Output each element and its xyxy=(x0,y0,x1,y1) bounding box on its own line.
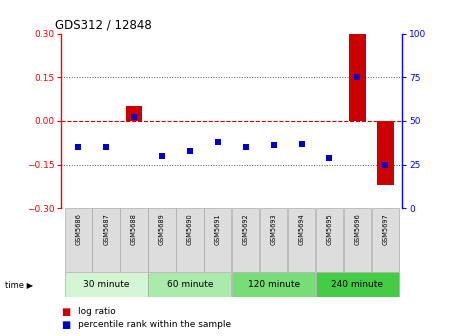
Bar xyxy=(288,208,315,272)
Text: GSM5688: GSM5688 xyxy=(131,213,137,245)
Point xyxy=(158,153,166,159)
Text: time ▶: time ▶ xyxy=(5,281,33,289)
Bar xyxy=(149,272,231,297)
Bar xyxy=(316,272,399,297)
Text: GDS312 / 12848: GDS312 / 12848 xyxy=(55,18,151,31)
Point xyxy=(270,143,278,148)
Text: GSM5691: GSM5691 xyxy=(215,213,221,245)
Text: GSM5695: GSM5695 xyxy=(326,213,333,245)
Bar xyxy=(121,208,148,272)
Bar xyxy=(64,272,148,297)
Text: 120 minute: 120 minute xyxy=(247,280,300,289)
Text: 30 minute: 30 minute xyxy=(83,280,130,289)
Point xyxy=(130,115,138,120)
Point xyxy=(214,139,221,144)
Bar xyxy=(232,272,315,297)
Bar xyxy=(176,208,203,272)
Text: GSM5689: GSM5689 xyxy=(159,213,165,245)
Bar xyxy=(232,208,259,272)
Point xyxy=(186,148,193,153)
Point xyxy=(74,144,82,150)
Text: ■: ■ xyxy=(61,307,71,317)
Bar xyxy=(204,208,231,272)
Point xyxy=(354,75,361,80)
Text: ■: ■ xyxy=(61,320,71,330)
Text: GSM5687: GSM5687 xyxy=(103,213,109,245)
Text: 60 minute: 60 minute xyxy=(166,280,213,289)
Text: GSM5690: GSM5690 xyxy=(187,213,193,245)
Text: GSM5696: GSM5696 xyxy=(354,213,360,245)
Point xyxy=(326,155,333,160)
Text: GSM5686: GSM5686 xyxy=(75,213,81,245)
Bar xyxy=(377,121,394,185)
Text: GSM5694: GSM5694 xyxy=(298,213,305,245)
Bar xyxy=(349,34,366,121)
Text: GSM5697: GSM5697 xyxy=(382,213,388,245)
Bar xyxy=(93,208,120,272)
Text: log ratio: log ratio xyxy=(78,307,116,316)
Bar xyxy=(126,107,142,121)
Bar xyxy=(372,208,399,272)
Point xyxy=(382,162,389,167)
Bar xyxy=(344,208,371,272)
Bar xyxy=(316,208,343,272)
Point xyxy=(102,144,110,150)
Point xyxy=(242,144,250,150)
Bar xyxy=(149,208,175,272)
Point xyxy=(298,141,306,146)
Text: 240 minute: 240 minute xyxy=(332,280,384,289)
Text: GSM5693: GSM5693 xyxy=(271,213,277,245)
Text: GSM5692: GSM5692 xyxy=(243,213,249,245)
Bar xyxy=(64,208,92,272)
Bar xyxy=(260,208,287,272)
Text: percentile rank within the sample: percentile rank within the sample xyxy=(78,320,231,329)
